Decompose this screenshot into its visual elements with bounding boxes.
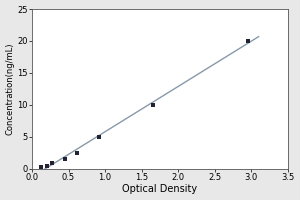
Point [97,135,102,138]
Point [62,157,67,161]
Point [245,39,250,43]
Point [44,164,49,168]
Point [150,103,155,106]
Point [50,162,55,165]
Point [75,151,80,154]
Point [38,166,43,169]
X-axis label: Optical Density: Optical Density [122,184,197,194]
Y-axis label: Concentration(ng/mL): Concentration(ng/mL) [6,43,15,135]
